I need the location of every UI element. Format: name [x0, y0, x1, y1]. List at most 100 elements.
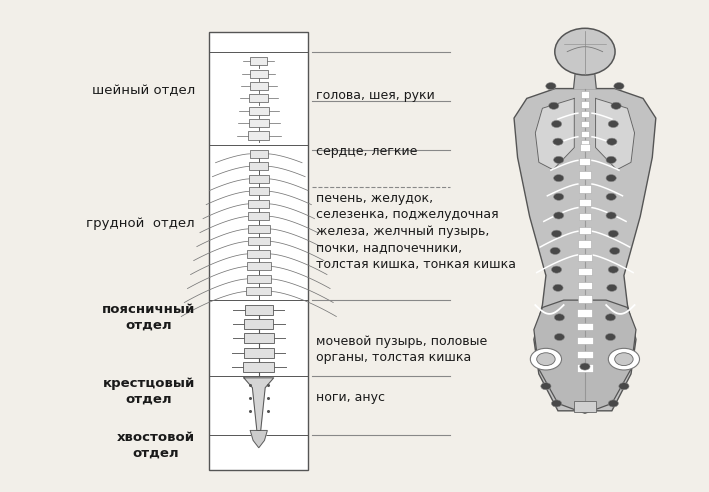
Circle shape [607, 138, 617, 145]
Circle shape [530, 348, 562, 370]
Text: сердце, легкие: сердце, легкие [316, 145, 417, 158]
Bar [579, 185, 591, 192]
Bar [250, 94, 268, 102]
Circle shape [619, 383, 629, 390]
Circle shape [608, 266, 618, 273]
Polygon shape [596, 98, 635, 170]
Bar [579, 172, 591, 179]
Circle shape [541, 383, 551, 390]
Bar [579, 144, 590, 152]
Bar [244, 347, 274, 358]
Bar [250, 162, 268, 170]
Text: крестцовый
отдел: крестцовый отдел [103, 377, 195, 405]
Bar [578, 268, 592, 276]
Ellipse shape [554, 28, 615, 75]
Bar [209, 32, 308, 470]
Circle shape [554, 334, 564, 340]
Text: печень, желудок,
селезенка, поджелудочная
железа, желчный пузырь,
почки, надпоче: печень, желудок, селезенка, поджелудочна… [316, 192, 515, 271]
Bar [579, 226, 591, 234]
Bar [250, 82, 268, 90]
Text: поясничный
отдел: поясничный отдел [101, 304, 195, 331]
Circle shape [608, 230, 618, 237]
Circle shape [580, 363, 590, 370]
Circle shape [552, 230, 562, 237]
Circle shape [549, 102, 559, 109]
Bar [576, 364, 593, 372]
Circle shape [554, 193, 564, 200]
Polygon shape [535, 98, 574, 170]
Bar [579, 157, 591, 165]
Bar [250, 150, 268, 158]
Bar [248, 213, 269, 220]
Bar [577, 323, 593, 331]
Bar [581, 91, 589, 97]
Bar [248, 225, 269, 233]
Bar [249, 175, 269, 183]
Circle shape [606, 193, 616, 200]
Polygon shape [514, 89, 656, 411]
Text: мочевой пузырь, половые
органы, толстая кишка: мочевой пузырь, половые органы, толстая … [316, 335, 487, 364]
Circle shape [608, 348, 640, 370]
Bar [574, 401, 596, 412]
Bar [245, 305, 273, 315]
Circle shape [615, 353, 633, 366]
Circle shape [605, 334, 615, 340]
Bar [579, 213, 591, 220]
Circle shape [552, 400, 562, 407]
Circle shape [614, 83, 624, 90]
Bar [581, 130, 589, 137]
Bar [247, 262, 271, 271]
Bar [581, 111, 589, 117]
Bar [249, 107, 269, 115]
Bar [248, 131, 269, 140]
Bar [247, 237, 270, 246]
Circle shape [553, 138, 563, 145]
Bar [243, 362, 274, 372]
Circle shape [552, 121, 562, 127]
Bar [581, 101, 589, 107]
Text: хвостовой
отдел: хвостовой отдел [117, 431, 195, 459]
Circle shape [606, 175, 616, 182]
Circle shape [605, 314, 615, 321]
Bar [581, 121, 589, 127]
Bar [579, 241, 591, 247]
Circle shape [554, 156, 564, 163]
Polygon shape [574, 75, 596, 89]
Bar [248, 119, 269, 127]
Bar [248, 200, 269, 208]
Circle shape [554, 175, 564, 182]
Bar [579, 199, 591, 207]
Bar [249, 187, 269, 195]
Circle shape [606, 212, 616, 219]
Circle shape [546, 83, 556, 90]
Bar [577, 337, 593, 344]
Bar [247, 250, 270, 258]
Circle shape [553, 284, 563, 291]
Circle shape [608, 400, 618, 407]
Circle shape [537, 353, 555, 366]
Polygon shape [250, 430, 267, 448]
Bar [250, 57, 267, 65]
Bar [577, 350, 593, 358]
Circle shape [554, 314, 564, 321]
Bar [244, 319, 273, 329]
Bar [581, 140, 589, 147]
Text: грудной  отдел: грудной отдел [86, 217, 195, 230]
Bar [578, 254, 591, 262]
Polygon shape [244, 378, 274, 430]
Bar [577, 309, 593, 317]
Circle shape [554, 212, 564, 219]
Bar [247, 275, 271, 283]
Text: голова, шея, руки: голова, шея, руки [316, 89, 434, 101]
Bar [247, 287, 271, 296]
Bar [244, 333, 274, 343]
Bar [578, 295, 592, 303]
Text: ноги, анус: ноги, анус [316, 391, 384, 404]
Circle shape [610, 247, 620, 254]
Polygon shape [534, 300, 636, 413]
Bar [578, 281, 592, 289]
Circle shape [611, 102, 621, 109]
Circle shape [550, 247, 560, 254]
Circle shape [608, 121, 618, 127]
Circle shape [607, 284, 617, 291]
